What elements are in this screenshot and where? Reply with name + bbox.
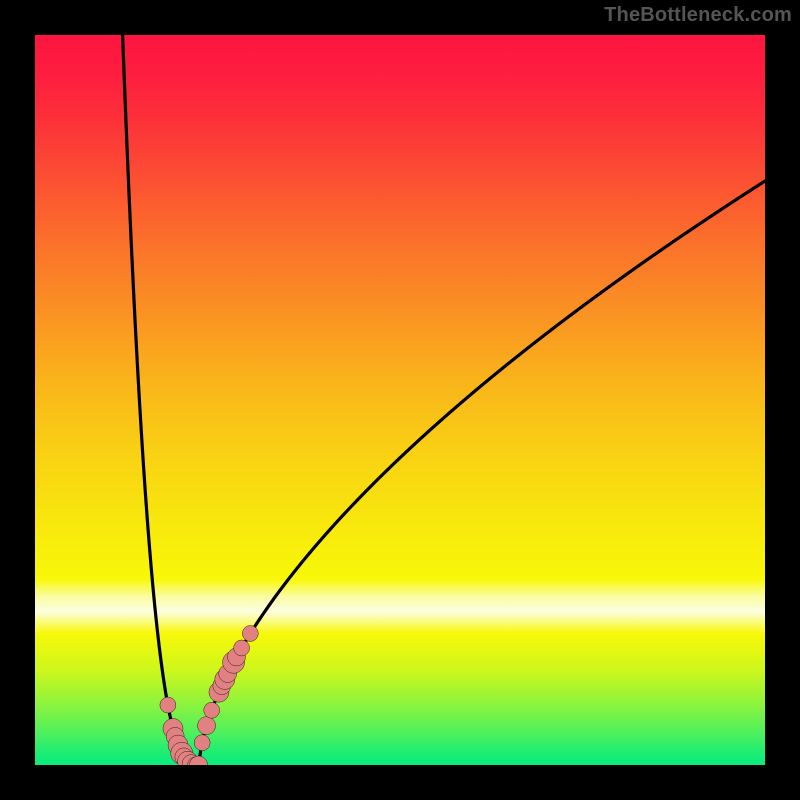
chart-svg (35, 35, 765, 765)
data-marker (194, 735, 210, 751)
data-marker (204, 702, 220, 718)
data-marker (234, 640, 250, 656)
data-marker (198, 717, 216, 735)
data-marker (242, 625, 258, 641)
chart-container: TheBottleneck.com (0, 0, 800, 800)
plot-area (35, 35, 765, 765)
data-marker (160, 697, 176, 713)
watermark-text: TheBottleneck.com (604, 4, 792, 27)
gradient-background (35, 35, 765, 765)
